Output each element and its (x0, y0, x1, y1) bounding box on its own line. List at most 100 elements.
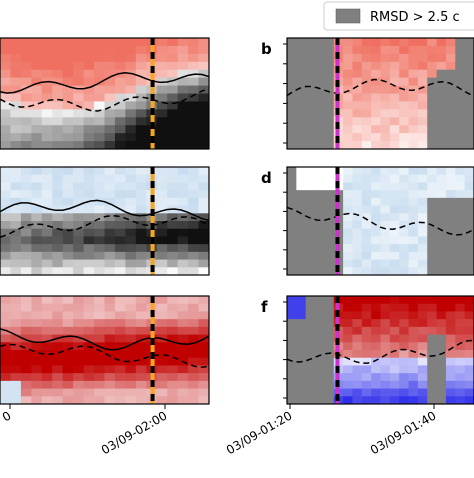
heatmap-cell (455, 109, 466, 118)
heatmap-cell (73, 365, 85, 374)
heatmap-cell (41, 125, 53, 134)
heatmap-cell (167, 365, 179, 374)
heatmap-cell (0, 53, 12, 63)
heatmap-cell (380, 45, 391, 55)
heatmap-cell (399, 174, 410, 184)
heatmap-cell (177, 61, 189, 71)
heatmap-cell (445, 167, 456, 176)
heatmap-cell (455, 357, 466, 367)
heatmap-cell (177, 205, 189, 214)
heatmap-cell (352, 365, 363, 374)
heatmap-cell (287, 213, 297, 222)
heatmap-cell (315, 350, 325, 359)
heatmap-cell (315, 61, 325, 71)
heatmap-cell (135, 251, 147, 261)
heatmap-cell (188, 365, 200, 374)
heatmap-cell (177, 380, 189, 390)
heatmap-cell (114, 53, 126, 63)
heatmap-cell (464, 267, 474, 275)
heatmap-cell (464, 342, 474, 351)
heatmap-cell (408, 61, 419, 71)
heatmap-cell (62, 182, 74, 191)
heatmap-cell (156, 182, 168, 191)
heatmap-cell (305, 326, 316, 336)
heatmap-cell (399, 380, 410, 390)
heatmap-cell (94, 61, 106, 71)
heatmap-cell (188, 53, 200, 63)
heatmap-cell (41, 174, 53, 184)
heatmap-cell (455, 236, 466, 245)
heatmap-cell (31, 197, 43, 207)
heatmap-cell (104, 190, 116, 199)
heatmap-cell (114, 174, 126, 184)
heatmap-cell (177, 334, 189, 343)
heatmap-cell (399, 228, 410, 238)
heatmap-cell (31, 174, 43, 184)
heatmap-cell (125, 205, 137, 214)
heatmap-cell (135, 61, 147, 71)
heatmap-cell (10, 109, 22, 118)
heatmap-cell (20, 396, 32, 404)
heatmap-cell (380, 53, 391, 63)
heatmap-cell (125, 141, 137, 149)
heatmap-cell (296, 228, 307, 238)
heatmap-cell (94, 197, 106, 207)
heatmap-cell (445, 319, 456, 328)
heatmap-d (287, 167, 474, 275)
heatmap-cell (198, 53, 209, 63)
heatmap-cell (94, 228, 106, 238)
heatmap-cell (399, 133, 410, 142)
heatmap-cell (408, 388, 419, 397)
heatmap-cell (41, 251, 53, 261)
heatmap-cell (114, 228, 126, 238)
heatmap-cell (296, 244, 307, 253)
heatmap-cell (52, 77, 64, 87)
heatmap-cell (417, 221, 428, 230)
heatmap-cell (296, 85, 307, 95)
heatmap-cell (0, 244, 12, 253)
heatmap-cell (31, 61, 43, 71)
heatmap-cell (389, 357, 400, 367)
heatmap-cell (104, 365, 116, 374)
heatmap-cell (464, 197, 474, 207)
heatmap-cell (361, 311, 372, 320)
heatmap-cell (156, 167, 168, 176)
heatmap-cell (188, 251, 200, 261)
heatmap-cell (352, 311, 363, 320)
heatmap-cell (361, 357, 372, 367)
heatmap-cell (436, 174, 447, 184)
heatmap-cell (20, 182, 32, 191)
heatmap-cell (188, 182, 200, 191)
heatmap-cell (125, 267, 137, 275)
heatmap-cell (52, 117, 64, 126)
heatmap-cell (417, 388, 428, 397)
heatmap-cell (352, 190, 363, 199)
heatmap-cell (408, 117, 419, 126)
heatmap-cell (417, 251, 428, 261)
heatmap-cell (371, 53, 382, 63)
heatmap-cell (52, 69, 64, 79)
heatmap-cell (427, 259, 438, 268)
heatmap-cell (167, 267, 179, 275)
heatmap-cell (167, 117, 179, 126)
heatmap-cell (389, 350, 400, 359)
heatmap-cell (417, 197, 428, 207)
heatmap-cell (427, 69, 438, 79)
heatmap-cell (94, 373, 106, 382)
heatmap-cell (41, 303, 53, 313)
heatmap-cell (188, 93, 200, 103)
heatmap-cell (389, 69, 400, 79)
heatmap-cell (94, 251, 106, 261)
heatmap-cell (125, 190, 137, 199)
heatmap-cell (198, 251, 209, 261)
heatmap-cell (188, 244, 200, 253)
heatmap-cell (445, 38, 456, 47)
heatmap-cell (62, 350, 74, 359)
heatmap-cell (436, 296, 447, 305)
heatmap-cell (188, 259, 200, 268)
heatmap-cell (324, 396, 335, 404)
heatmap-cell (455, 267, 466, 275)
heatmap-cell (94, 69, 106, 79)
heatmap-cell (0, 69, 12, 79)
